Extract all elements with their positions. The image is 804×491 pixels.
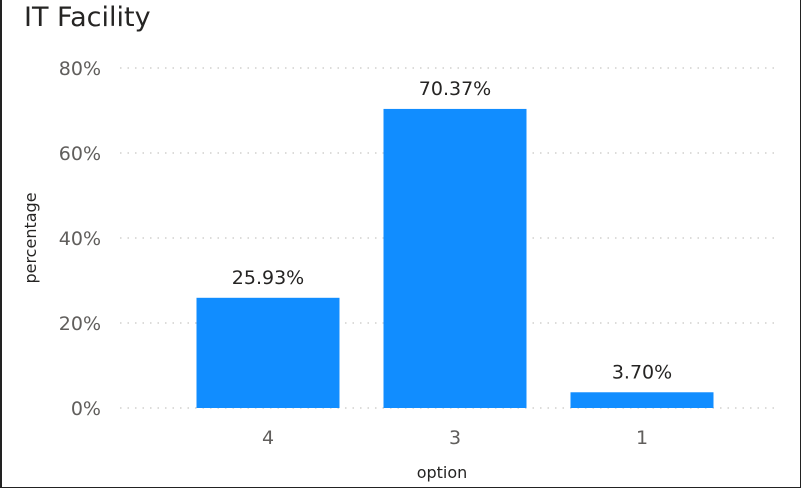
bar-3[interactable] — [383, 108, 527, 409]
y-tick-label: 20% — [59, 313, 101, 335]
data-label-3: 70.37% — [419, 78, 491, 100]
y-tick-label: 0% — [71, 398, 101, 420]
y-axis-ticks: 0% 20% 40% 60% 80% — [59, 58, 101, 420]
data-label-4: 25.93% — [232, 267, 304, 289]
x-tick-label-4: 4 — [262, 427, 274, 449]
y-tick-label: 80% — [59, 58, 101, 80]
bars — [196, 108, 714, 409]
bar-1[interactable] — [570, 392, 714, 408]
data-label-1: 3.70% — [612, 361, 672, 383]
x-tick-label-1: 1 — [636, 427, 648, 449]
y-axis-title: percentage — [21, 192, 40, 283]
x-tick-label-3: 3 — [449, 427, 461, 449]
y-tick-label: 60% — [59, 143, 101, 165]
bar-4[interactable] — [196, 297, 340, 408]
data-labels: 25.93% 70.37% 3.70% — [232, 78, 672, 383]
x-axis-title: option — [417, 463, 468, 482]
y-tick-label: 40% — [59, 228, 101, 250]
chart-title: IT Facility — [24, 2, 151, 33]
x-axis-ticks: 4 3 1 — [262, 427, 648, 449]
